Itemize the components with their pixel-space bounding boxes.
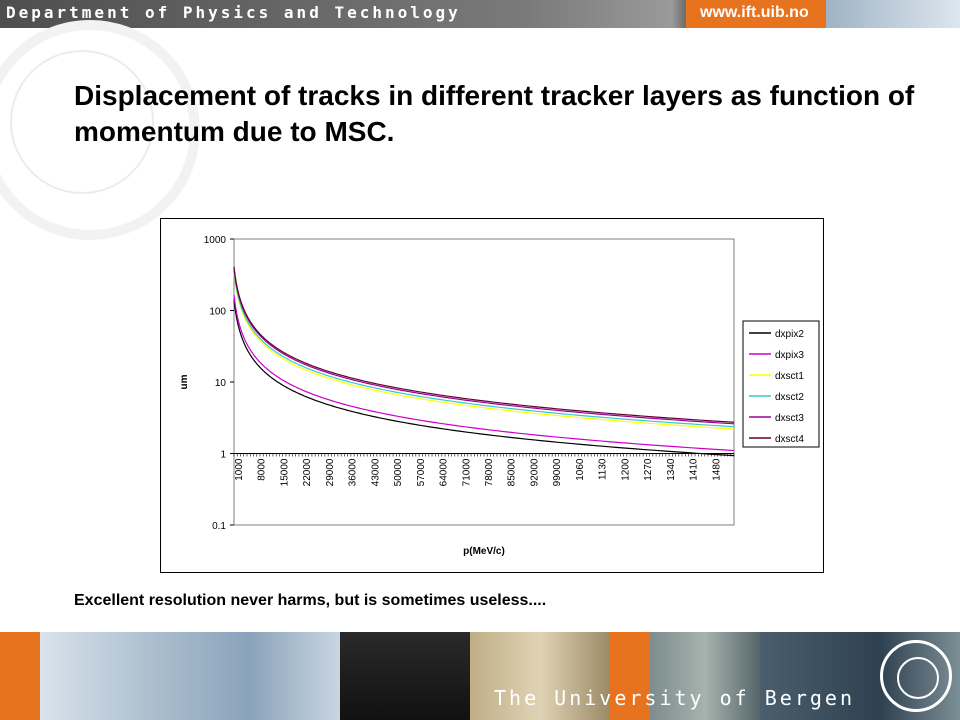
footer-tile-dark — [340, 632, 470, 720]
chart: 1000 100 10 1 0.1 1000 8000 15000 22000 29000 360… — [179, 235, 820, 557]
x-tick-label: 1270 — [643, 458, 654, 481]
x-tick-label: 50000 — [393, 458, 404, 486]
x-tick-label: 1000 — [234, 458, 245, 481]
plot-area — [233, 238, 735, 526]
x-tick-label: 1200 — [620, 458, 631, 481]
department-name: Department of Physics and Technology — [6, 3, 461, 22]
legend-label: dxpix3 — [775, 350, 804, 361]
x-tick-label: 8000 — [257, 458, 268, 481]
x-tick-label: 78000 — [484, 458, 495, 486]
x-tick-label: 22000 — [302, 458, 313, 486]
x-tick-label: 71000 — [461, 458, 472, 486]
footer-photo-strip — [0, 632, 960, 720]
x-tick-label: 1480 — [711, 458, 722, 481]
slide-title: Displacement of tracks in different trac… — [74, 80, 915, 147]
slide-caption: Excellent resolution never harms, but is… — [74, 592, 547, 609]
x-tick-label: 29000 — [325, 458, 336, 486]
series-line-dxsct2 — [233, 271, 735, 428]
url-tab — [686, 0, 826, 28]
x-tick-label: 64000 — [439, 458, 450, 486]
x-tick-label: 43000 — [370, 458, 381, 486]
footer-tile-architecture-photo — [650, 632, 760, 720]
x-tick-label: 57000 — [416, 458, 427, 486]
x-tick-label: 92000 — [529, 458, 540, 486]
legend-box — [742, 320, 820, 448]
y-axis: 1000 100 10 1 0.1 — [204, 235, 234, 532]
y-tick-label: 100 — [209, 307, 226, 318]
university-name: The University of Bergen — [494, 686, 855, 710]
series-line-dxsct4 — [233, 266, 735, 423]
y-axis-label: um — [179, 374, 190, 389]
x-tick-label: 1130 — [598, 458, 609, 480]
legend-label: dxsct2 — [775, 392, 804, 403]
x-tick-label: 99000 — [552, 458, 563, 486]
university-seal-icon — [880, 640, 952, 712]
series-line-dxpix2 — [233, 299, 735, 457]
x-axis: 1000 8000 15000 22000 29000 36000 43000 50000 57… — [233, 453, 735, 486]
x-tick-label: 85000 — [507, 458, 518, 486]
x-tick-label: 36000 — [348, 458, 359, 486]
legend-label: dxpix2 — [775, 329, 804, 340]
watermark-circle — [0, 20, 200, 240]
x-axis-label: p(MeV/c) — [463, 546, 505, 557]
seal-inner-ring — [897, 657, 939, 699]
series-line-dxpix3 — [233, 294, 735, 452]
y-tick-label: 1000 — [204, 235, 227, 246]
legend-label: dxsct4 — [775, 434, 804, 445]
chart-frame: 1000 100 10 1 0.1 1000 8000 15000 22000 29000 360… — [160, 218, 824, 573]
legend: dxpix2 dxpix3 dxsct1 dxsct2 dxsct3 dxsct4 — [742, 320, 820, 448]
x-tick-label: 1340 — [666, 458, 677, 481]
site-url[interactable]: www.ift.uib.no — [700, 4, 809, 21]
y-tick-label: 10 — [215, 378, 227, 389]
y-tick-label: 0.1 — [212, 521, 226, 532]
x-tick-label: 15000 — [279, 458, 290, 486]
x-tick-label: 1060 — [575, 458, 586, 481]
footer-tile-orange — [0, 632, 40, 720]
series-lines — [233, 266, 735, 457]
footer-tile-building-photo — [470, 632, 610, 720]
y-tick-label: 1 — [220, 450, 226, 461]
x-tick-label: 1410 — [689, 458, 700, 481]
legend-label: dxsct3 — [775, 413, 804, 424]
legend-label: dxsct1 — [775, 371, 804, 382]
footer-tile-eye-photo — [40, 632, 340, 720]
footer-tile-orange-2 — [610, 632, 650, 720]
watermark-inner-circle — [10, 50, 154, 194]
